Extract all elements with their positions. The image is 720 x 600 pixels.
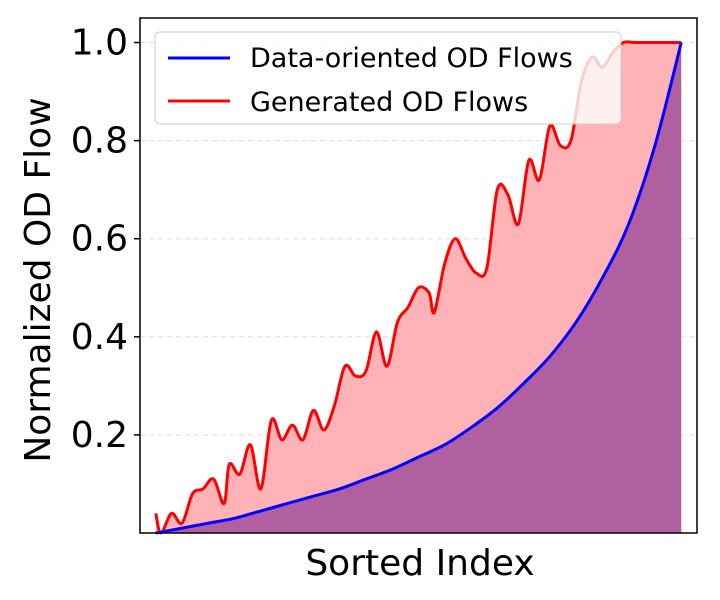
y-tick-layer: 0.2 0.4 0.6 0.8 1.0 bbox=[71, 23, 140, 456]
legend-box bbox=[154, 31, 622, 125]
area-layer bbox=[155, 41, 682, 534]
y-tick-label: 0.2 bbox=[71, 415, 128, 456]
plot-frame bbox=[139, 17, 698, 534]
y-tick-label: 1.0 bbox=[71, 23, 128, 64]
series-line-data-oriented bbox=[155, 42, 683, 535]
area-fill-data-oriented bbox=[155, 42, 682, 534]
x-axis-label: Sorted Index bbox=[305, 543, 534, 584]
legend-label-data-oriented: Data-oriented OD Flows bbox=[250, 43, 573, 74]
y-tick-label: 0.6 bbox=[71, 219, 128, 260]
legend: Data-oriented OD Flows Generated OD Flow… bbox=[154, 31, 622, 125]
y-tick-label: 0.4 bbox=[71, 317, 128, 358]
y-tick-label: 0.8 bbox=[71, 121, 128, 162]
y-axis-label: Normalized OD Flow bbox=[18, 97, 59, 462]
legend-label-generated: Generated OD Flows bbox=[250, 87, 528, 118]
